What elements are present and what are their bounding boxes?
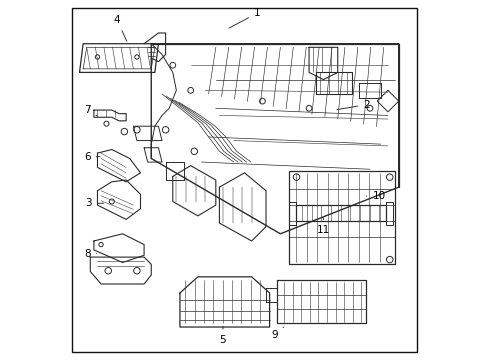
Bar	[289, 171, 394, 264]
Text: 6: 6	[84, 152, 100, 162]
Text: 10: 10	[366, 191, 385, 201]
Text: 8: 8	[84, 248, 96, 258]
Text: 5: 5	[219, 326, 226, 345]
Text: 1: 1	[228, 8, 260, 28]
Text: 7: 7	[84, 105, 97, 116]
Text: 4: 4	[114, 15, 126, 41]
Text: 9: 9	[271, 327, 283, 340]
Text: 3: 3	[85, 198, 103, 208]
Text: 2: 2	[336, 100, 369, 110]
Text: 11: 11	[316, 218, 329, 235]
